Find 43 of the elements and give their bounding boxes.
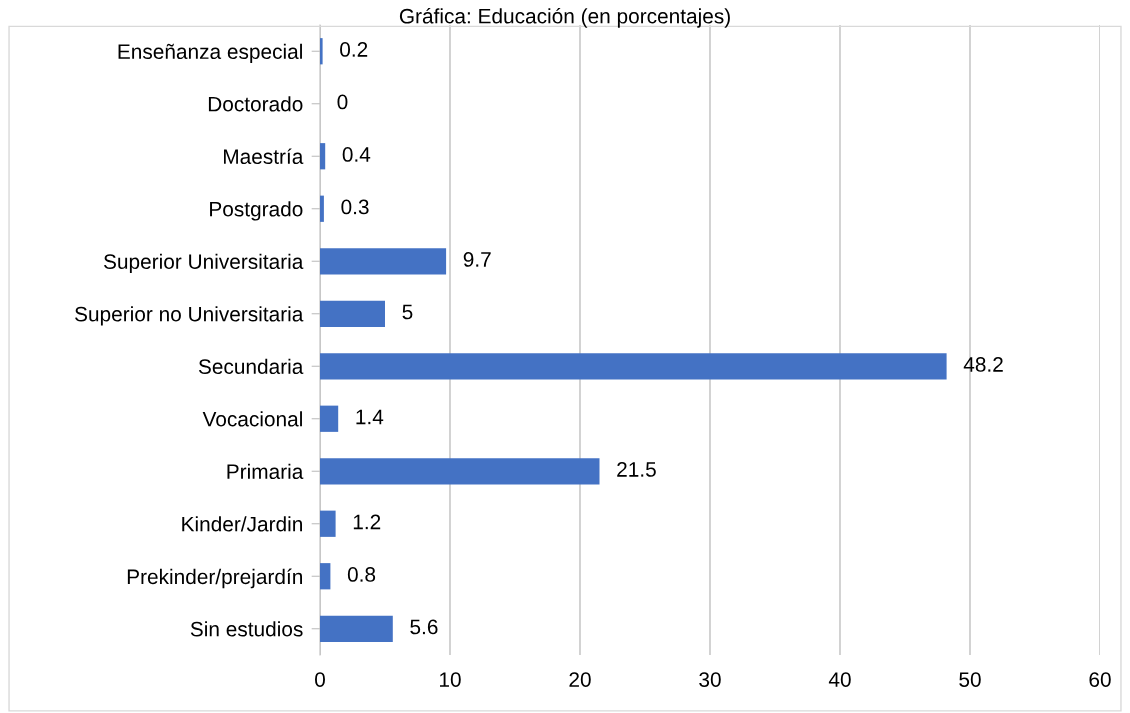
y-tick-label: Vocacional — [202, 411, 302, 427]
bar — [320, 143, 326, 170]
x-tick-label: 30 — [699, 672, 721, 687]
data-label: 21.5 — [617, 462, 656, 477]
bar — [320, 615, 393, 642]
y-tick-label: Doctorado — [208, 96, 303, 112]
x-tick-label: 40 — [828, 672, 851, 687]
y-tick-label: Maestría — [224, 148, 304, 164]
bar — [320, 563, 331, 590]
y-tick-label: Prekinder/prejardín — [127, 568, 302, 589]
bar — [320, 248, 447, 275]
y-tick-label: Postgrado — [210, 201, 303, 221]
y-tick-label: Kinder/Jardin — [182, 516, 302, 532]
bar — [320, 353, 947, 380]
y-tick-label: Enseñanza especial — [118, 43, 302, 64]
data-label: 48.2 — [963, 357, 1003, 372]
bar — [320, 195, 324, 222]
bar — [320, 300, 385, 327]
data-label: 0.8 — [347, 567, 376, 582]
y-tick-label: Superior no Universitaria — [75, 306, 304, 326]
x-tick-label: 20 — [569, 672, 591, 687]
y-tick-label: Primaria — [227, 463, 304, 479]
data-label: 0.4 — [342, 147, 371, 162]
data-label: 5 — [402, 304, 413, 320]
x-tick-label: 0 — [315, 672, 325, 687]
data-label: 5.6 — [410, 619, 438, 635]
y-tick-label: Superior Universitaria — [103, 253, 304, 274]
bar — [320, 510, 336, 537]
x-tick-label: 60 — [1089, 672, 1111, 687]
y-tick-label: Sin estudios — [190, 621, 303, 637]
y-tick-label: Secundaria — [198, 358, 304, 374]
data-label: 1.2 — [353, 514, 381, 530]
x-tick-label: 10 — [440, 672, 461, 687]
bar — [320, 405, 339, 432]
data-label: 0 — [337, 94, 348, 110]
data-label: 1.4 — [356, 409, 384, 425]
bar — [320, 38, 323, 65]
data-label: 0.2 — [340, 42, 368, 57]
bar — [320, 458, 600, 485]
chart-title: Gráfica: Educación (en porcentajes) — [399, 7, 730, 28]
data-label: 0.3 — [341, 199, 369, 215]
x-tick-label: 50 — [959, 672, 981, 687]
data-label: 9.7 — [463, 252, 491, 267]
